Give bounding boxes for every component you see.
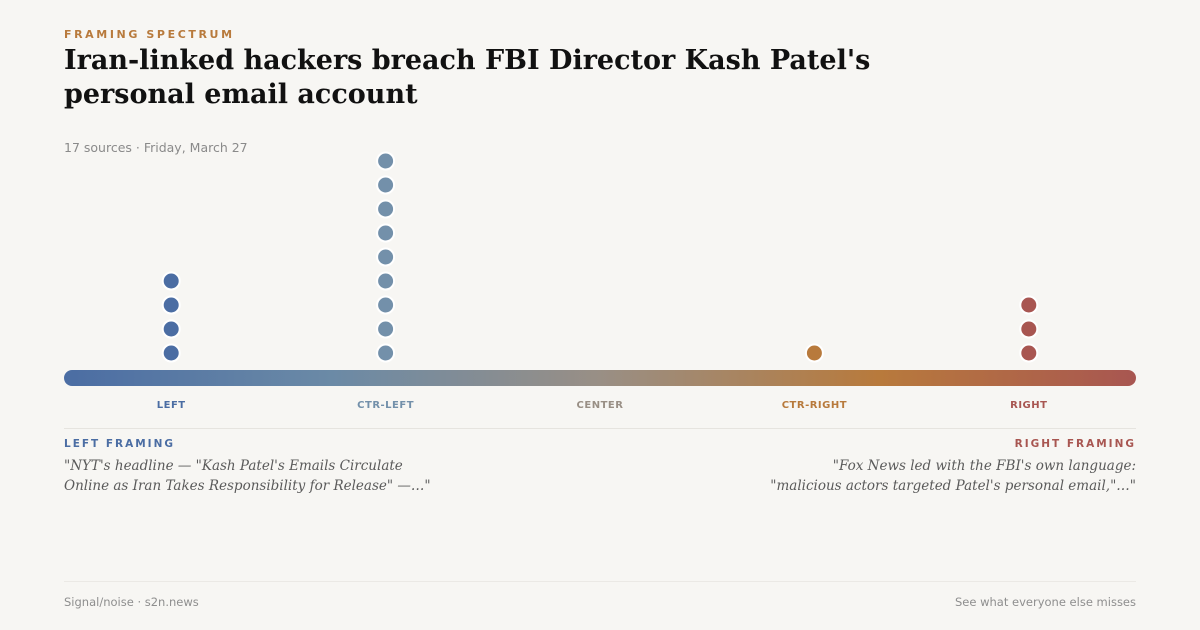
footer-divider xyxy=(64,581,1136,582)
spectrum-label-ctr-left: CTR-LEFT xyxy=(357,400,414,411)
footer-brand: Signal/noise · s2n.news xyxy=(64,595,199,609)
right-framing-quote: "Fox News led with the FBI's own languag… xyxy=(770,458,1136,494)
source-dot-right xyxy=(1019,319,1039,339)
source-dot-ctr-left xyxy=(376,319,396,339)
source-dot-right xyxy=(1019,343,1039,363)
spectrum-label-center: CENTER xyxy=(577,400,624,411)
source-dot-ctr-left xyxy=(376,223,396,243)
source-dot-ctr-left xyxy=(376,151,396,171)
source-dot-ctr-left xyxy=(376,175,396,195)
footer-tagline: See what everyone else misses xyxy=(955,595,1136,609)
source-dot-ctr-left xyxy=(376,295,396,315)
source-dot-ctr-left xyxy=(376,199,396,219)
spectrum-label-right: RIGHT xyxy=(1010,400,1047,411)
left-framing-quote: "NYT's headline — "Kash Patel's Emails C… xyxy=(64,458,431,494)
source-dot-ctr-left xyxy=(376,343,396,363)
source-dot-left xyxy=(161,343,181,363)
framing-spectrum-chart: LEFT CTR-LEFT CENTER CTR-RIGHT RIGHT xyxy=(64,151,1136,411)
source-dot-ctr-left xyxy=(376,247,396,267)
source-dot-ctr-right xyxy=(804,343,824,363)
source-dot-right xyxy=(1019,295,1039,315)
kicker: FRAMING SPECTRUM xyxy=(64,28,235,41)
source-count-date: 17 sources · Friday, March 27 xyxy=(64,140,248,155)
source-dot-left xyxy=(161,295,181,315)
left-framing-heading: LEFT FRAMING xyxy=(64,438,175,450)
right-framing-heading: RIGHT FRAMING xyxy=(1014,438,1136,450)
source-dot-ctr-left xyxy=(376,271,396,291)
spectrum-bar xyxy=(64,370,1136,386)
spectrum-label-left: LEFT xyxy=(157,400,186,411)
source-dot-left xyxy=(161,271,181,291)
divider xyxy=(64,428,1136,429)
page-title: Iran-linked hackers breach FBI Director … xyxy=(64,45,871,110)
source-dot-left xyxy=(161,319,181,339)
spectrum-label-ctr-right: CTR-RIGHT xyxy=(782,400,847,411)
